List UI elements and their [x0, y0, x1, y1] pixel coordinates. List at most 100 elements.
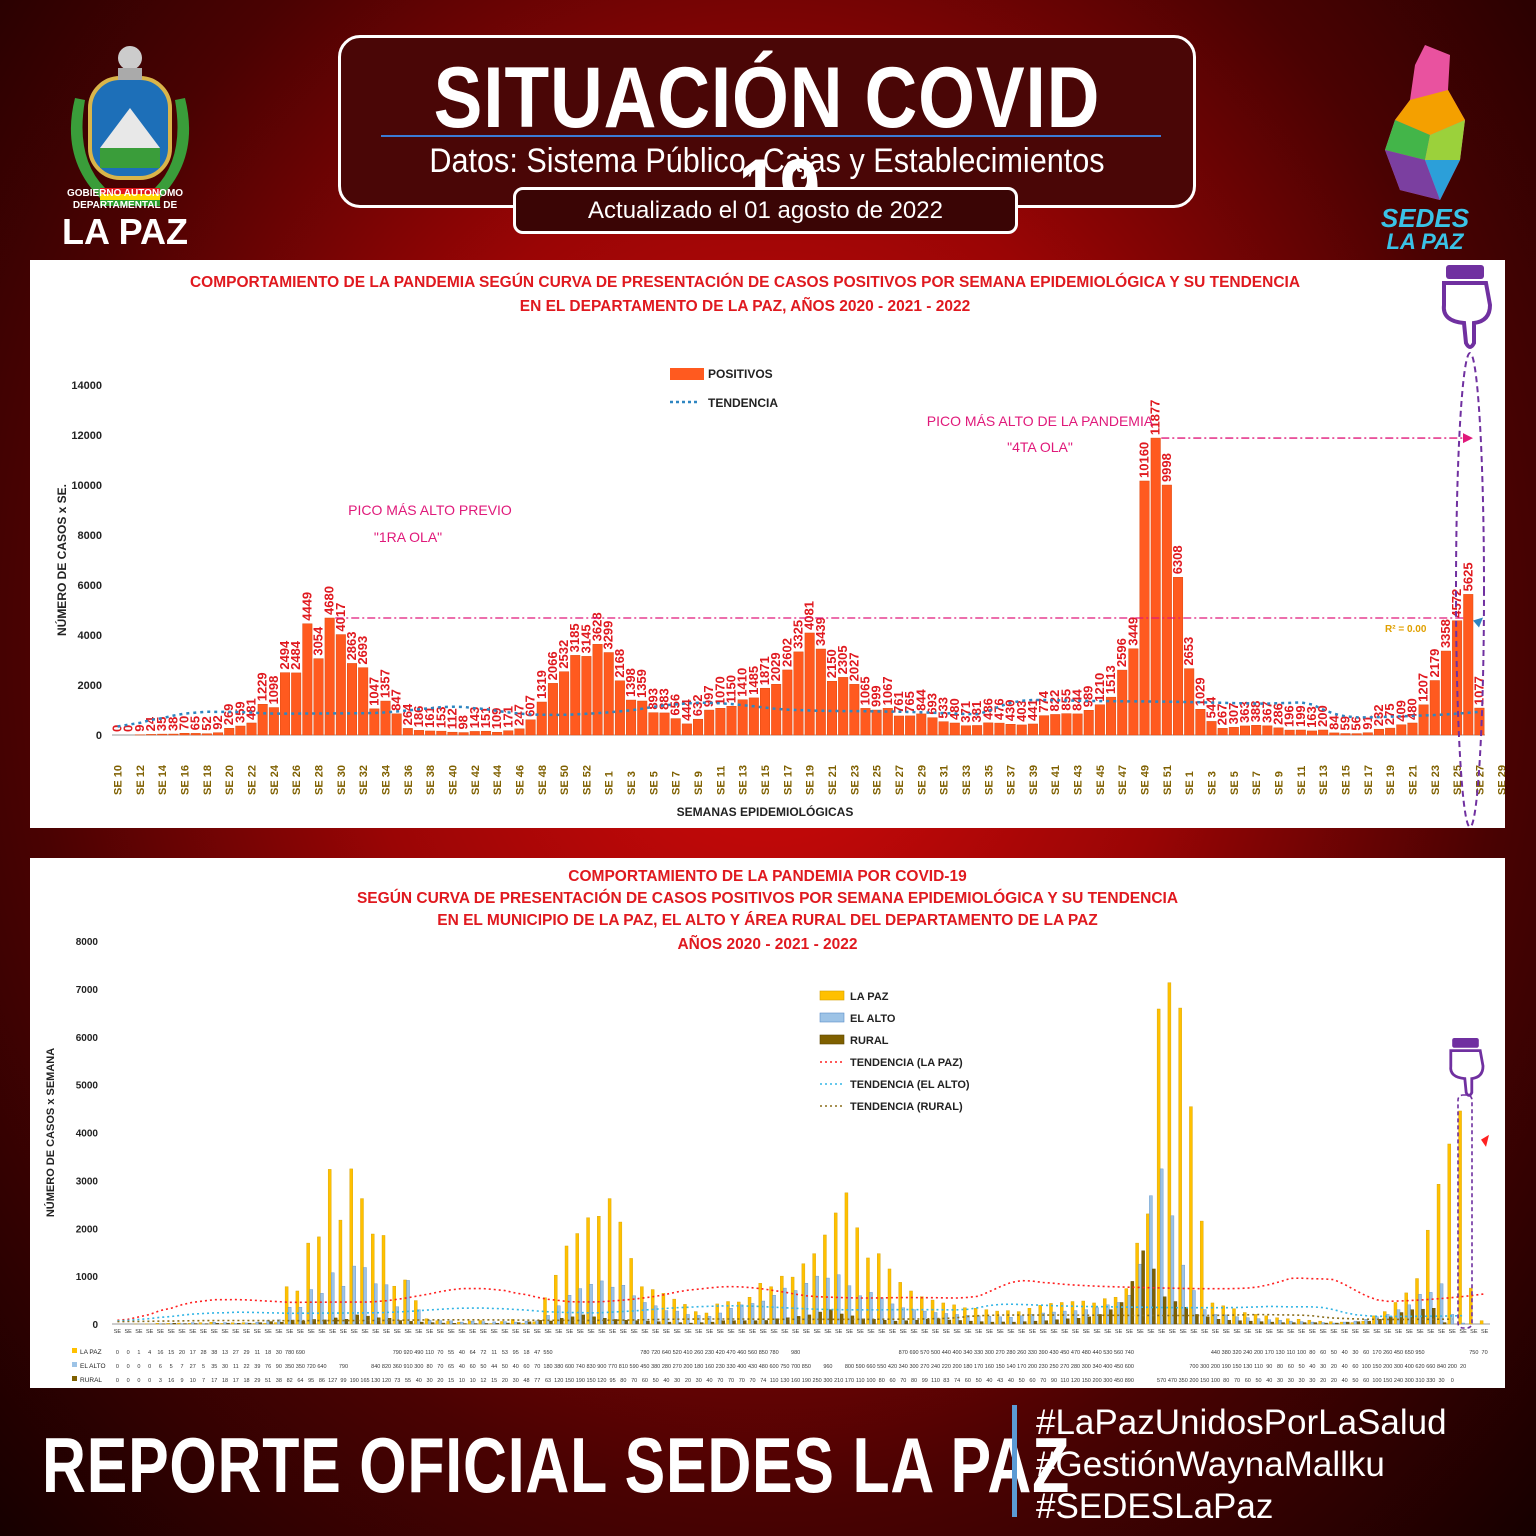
bar-la-paz	[984, 1309, 989, 1325]
table-cell: 74	[760, 1378, 766, 1384]
bar-rural	[430, 1322, 435, 1325]
x-tick-label: SE 18	[202, 765, 214, 795]
x-tick-label: SE	[1244, 1329, 1252, 1335]
bar-data-label: 3439	[813, 617, 828, 646]
bar-data-label: 38	[165, 717, 180, 731]
bar-data-label: 11877	[1148, 400, 1163, 435]
table-cell: 70	[1482, 1350, 1488, 1356]
table-cell: 660	[866, 1364, 875, 1370]
bar-positivos	[1072, 713, 1083, 736]
bar-la-paz	[1006, 1310, 1010, 1325]
x-tick-label: SE 28	[314, 765, 326, 795]
bar-la-paz	[252, 1323, 257, 1325]
table-cell: 280	[1006, 1350, 1015, 1356]
bar-rural	[1399, 1312, 1404, 1325]
table-cell: 30	[222, 1364, 228, 1370]
bar-data-label: 2029	[768, 652, 783, 681]
table-cell: 90	[1051, 1378, 1057, 1384]
x-tick-label: SE 38	[425, 765, 437, 795]
bar-positivos	[1452, 620, 1463, 736]
table-cell: 110	[931, 1378, 940, 1384]
bar-positivos	[1027, 723, 1038, 736]
x-tick-label: SE	[964, 1329, 972, 1335]
bar-la-paz	[381, 1235, 386, 1325]
table-cell: 410	[683, 1350, 692, 1356]
bar-el-alto	[298, 1307, 303, 1325]
x-tick-label: SE	[1158, 1329, 1166, 1335]
x-tick-label: SE 3	[1207, 771, 1219, 795]
table-cell: 60	[1352, 1364, 1358, 1370]
bar-rural	[323, 1319, 327, 1325]
table-cell: 160	[985, 1364, 994, 1370]
bar-rural	[1324, 1322, 1328, 1325]
x-tick-label: SE	[943, 1329, 951, 1335]
ref-arrow-head	[1463, 433, 1473, 444]
bar-la-paz	[586, 1217, 590, 1325]
table-cell: 150	[1200, 1378, 1209, 1384]
bar-positivos	[1284, 729, 1295, 736]
bar-data-label: 3185	[567, 623, 582, 652]
bar-data-label: 307	[1226, 703, 1241, 725]
bar-la-paz	[715, 1303, 719, 1325]
x-tick-label: SE	[641, 1329, 649, 1335]
y-tick-label: 3000	[76, 1176, 99, 1187]
legend-label: LA PAZ	[850, 991, 889, 1003]
sedes-logo-text: SEDES	[1380, 203, 1470, 233]
x-tick-label: SE	[1319, 1329, 1327, 1335]
table-cell: 30	[1277, 1378, 1283, 1384]
bar-rural	[1130, 1281, 1135, 1325]
bar-rural	[527, 1321, 532, 1325]
bar-positivos	[614, 680, 625, 736]
bar-data-label: 1410	[735, 668, 750, 697]
bar-el-alto	[987, 1316, 992, 1325]
table-cell: 17	[233, 1378, 239, 1384]
hashtag-list: #LaPazUnidosPorLaSalud #GestiónWaynaMall…	[1036, 1402, 1447, 1528]
table-cell: 260	[1017, 1350, 1026, 1356]
bar-data-label: 0	[110, 725, 125, 732]
table-cell: 47	[534, 1350, 540, 1356]
bar-positivos	[369, 708, 380, 736]
table-cell: 780	[769, 1350, 778, 1356]
table-cell: 50	[1299, 1364, 1305, 1370]
bar-rural	[1367, 1320, 1371, 1325]
bar-el-alto	[847, 1285, 852, 1325]
hashtag-2[interactable]: #GestiónWaynaMallku	[1036, 1445, 1385, 1484]
bar-data-label: 10160	[1137, 442, 1152, 478]
legend-swatch	[819, 990, 845, 1001]
x-tick-label: SE	[975, 1329, 983, 1335]
table-cell: 80	[1277, 1364, 1283, 1370]
bar-rural	[1216, 1319, 1221, 1325]
legend-swatch	[819, 1012, 845, 1023]
table-cell: 480	[759, 1364, 768, 1370]
bar-data-label: 2179	[1427, 649, 1442, 678]
legend-swatch	[819, 1034, 845, 1045]
table-cell: 160	[705, 1364, 714, 1370]
bar-rural	[1109, 1309, 1113, 1325]
table-cell: 100	[1372, 1378, 1381, 1384]
hashtag-1[interactable]: #LaPazUnidosPorLaSalud	[1036, 1403, 1447, 1442]
bar-el-alto	[320, 1293, 324, 1325]
x-tick-label: SE	[1427, 1329, 1435, 1335]
bar-data-label: 388	[1248, 701, 1263, 723]
bar-positivos	[447, 731, 458, 736]
table-cell: 30	[1309, 1378, 1315, 1384]
x-tick-label: SE	[1309, 1329, 1317, 1335]
hashtag-3[interactable]: #SEDESLaPaz	[1036, 1487, 1274, 1526]
table-cell: 60	[889, 1378, 895, 1384]
r-squared-label: R² = 0.00	[1385, 624, 1427, 635]
bar-positivos	[1150, 437, 1161, 736]
bar-data-label: 632	[690, 694, 705, 716]
legend-label: TENDENCIA (EL ALTO)	[850, 1079, 970, 1091]
table-cell: 450	[1060, 1350, 1069, 1356]
bar-data-label: 4017	[333, 603, 348, 632]
table-cell: 120	[1071, 1378, 1080, 1384]
bar-positivos	[413, 730, 424, 736]
bar-el-alto	[1407, 1304, 1411, 1325]
x-tick-label: SE	[168, 1329, 176, 1335]
bar-data-label: 607	[523, 695, 538, 717]
table-cell: 150	[1383, 1378, 1392, 1384]
table-cell: 127	[328, 1378, 337, 1384]
x-tick-label: SE 35	[983, 765, 995, 795]
bar-el-alto	[514, 1321, 518, 1325]
hand-pointing-down-icon	[1441, 265, 1493, 349]
